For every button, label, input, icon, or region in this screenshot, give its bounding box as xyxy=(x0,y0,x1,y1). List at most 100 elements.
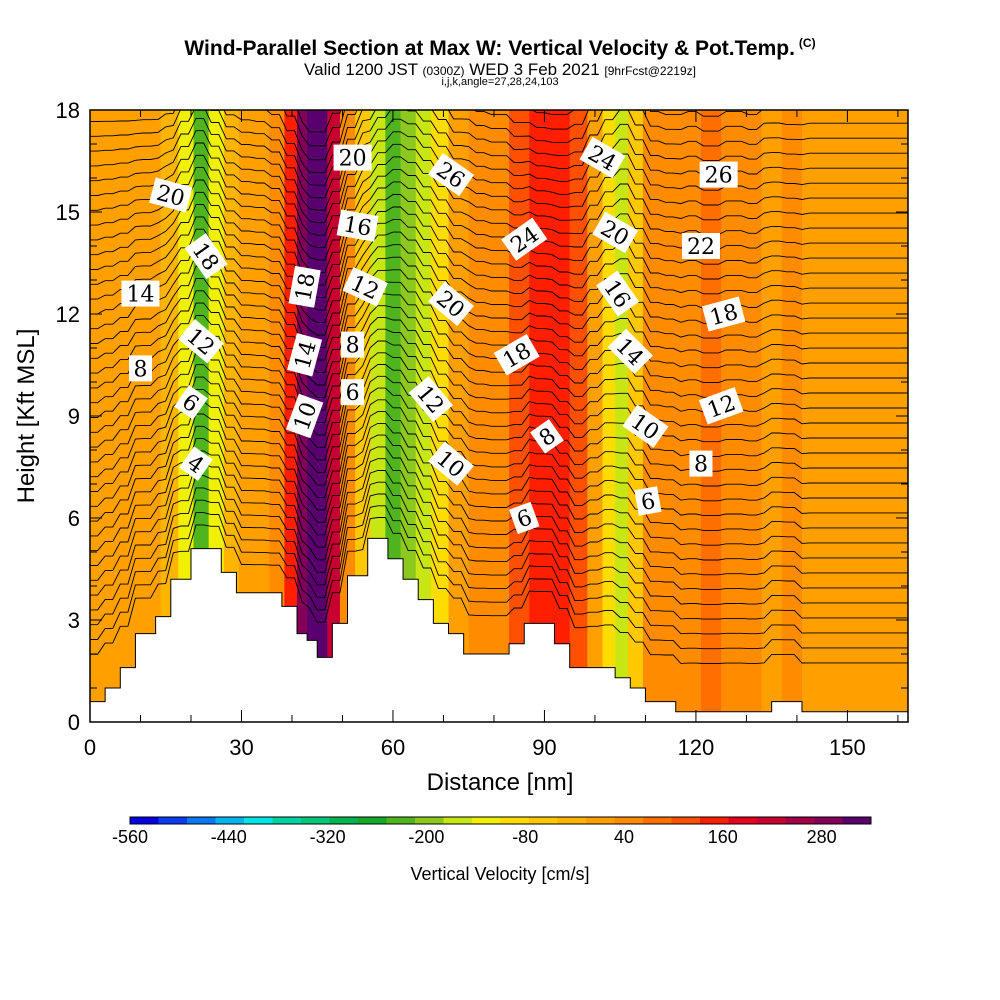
velocity-cell xyxy=(615,110,629,722)
colorbar-swatch xyxy=(500,817,530,824)
contour-label-text: 6 xyxy=(346,381,360,406)
colorbar-swatch xyxy=(614,817,644,824)
velocity-cell xyxy=(327,110,341,722)
contour-label-text: 6 xyxy=(639,489,657,516)
isentrope xyxy=(90,387,908,502)
contour-label-box xyxy=(701,296,746,332)
velocity-cell xyxy=(761,110,783,722)
isentrope xyxy=(90,517,908,664)
contour-label-box xyxy=(333,144,372,171)
valid-utc: (0300Z) xyxy=(422,64,465,78)
colorbar-swatch xyxy=(272,817,302,824)
isentrope xyxy=(90,315,908,413)
y-tick-label: 3 xyxy=(68,608,80,633)
colorbar-swatch xyxy=(215,817,245,824)
isentrope xyxy=(90,154,908,249)
contour-label-box xyxy=(428,441,474,486)
isentrope xyxy=(90,327,908,428)
colorbar-tick-label: -200 xyxy=(408,827,444,847)
velocity-cell xyxy=(721,110,742,722)
contour-label: 20 xyxy=(149,177,193,213)
contour-label-box xyxy=(149,177,193,213)
isentrope xyxy=(90,411,908,531)
contour-label-text: 18 xyxy=(291,271,320,303)
isentrope xyxy=(90,142,908,236)
isentrope xyxy=(90,117,908,211)
contour-label-box xyxy=(579,136,626,179)
isentrope xyxy=(90,167,908,261)
velocity-cell xyxy=(269,110,286,722)
isentrope xyxy=(90,253,908,348)
colorbar-swatch xyxy=(757,817,786,824)
colorbar-swatch xyxy=(358,817,387,824)
contour-label: 26 xyxy=(699,161,738,189)
colorbar-swatch xyxy=(443,817,473,824)
isentrope xyxy=(90,375,908,487)
contour-label: 18 xyxy=(701,296,746,332)
contour-label: 6 xyxy=(508,501,540,535)
isentrope xyxy=(90,265,908,361)
colorbar-tick-label: -320 xyxy=(310,827,346,847)
chart-title-text: Wind-Parallel Section at Max W: Vertical… xyxy=(184,37,795,60)
velocity-cell xyxy=(488,110,510,722)
isentrope xyxy=(90,458,908,591)
colorbar-swatch xyxy=(700,817,729,824)
isentrope xyxy=(90,191,908,286)
colorbar-swatch xyxy=(158,817,188,824)
contour-label-box xyxy=(341,331,365,358)
x-axis-title: Distance [nm] xyxy=(427,769,574,796)
velocity-cell xyxy=(120,110,142,722)
velocity-cell xyxy=(875,110,899,722)
isentrope xyxy=(90,470,908,605)
x-tick-label: 90 xyxy=(532,735,556,760)
contour-label-box xyxy=(178,319,224,364)
contour-label-box xyxy=(121,280,160,307)
contour-label: 14 xyxy=(121,280,160,308)
contour-label-box xyxy=(428,281,474,326)
velocity-cell xyxy=(801,110,826,722)
y-tick-label: 18 xyxy=(56,98,80,123)
isentrope xyxy=(90,446,908,576)
contour-label: 18 xyxy=(288,265,321,308)
isentrope xyxy=(90,302,908,398)
contour-label-box xyxy=(128,355,152,382)
isentrope xyxy=(90,204,908,299)
potential-temperature-contours xyxy=(90,110,908,664)
isentrope xyxy=(90,228,908,324)
colorbar-swatch xyxy=(329,817,359,824)
isentrope xyxy=(90,505,908,650)
y-tick-label: 6 xyxy=(68,506,80,531)
chart-subtitle: Valid 1200 JST (0300Z) WED 3 Feb 2021 [9… xyxy=(0,60,1000,80)
contour-label-box xyxy=(501,217,548,261)
contour-label-box xyxy=(408,376,454,422)
colorbar-swatch xyxy=(472,817,501,824)
contour-label-box xyxy=(622,404,669,448)
valid-date: WED 3 Feb 2021 xyxy=(469,60,600,79)
contour-label: 16 xyxy=(336,209,379,242)
y-tick-label: 12 xyxy=(56,302,80,327)
colorbar-tick-label: -440 xyxy=(211,827,247,847)
x-tick-label: 0 xyxy=(84,735,96,760)
velocity-cell xyxy=(569,110,588,722)
contour-label-text: 16 xyxy=(341,212,373,241)
contour-label-box xyxy=(174,385,208,420)
velocity-cell xyxy=(660,110,682,722)
velocity-cell xyxy=(824,110,851,722)
isentrope xyxy=(90,241,908,336)
velocity-cell xyxy=(317,110,328,722)
colorbar-swatch xyxy=(728,817,758,824)
isentrope xyxy=(90,493,908,635)
contour-label-text: 8 xyxy=(133,357,147,382)
x-tick-label: 30 xyxy=(229,735,253,760)
contour-label-box xyxy=(493,334,540,376)
isentrope xyxy=(90,278,908,373)
velocity-cell xyxy=(680,110,702,722)
x-tick-label: 120 xyxy=(678,735,715,760)
isentrope xyxy=(90,399,908,517)
colorbar-swatch xyxy=(244,817,273,824)
contour-label-box xyxy=(699,161,738,188)
velocity-cell xyxy=(178,110,195,722)
velocity-cell xyxy=(849,110,876,722)
contour-label-box xyxy=(681,233,720,259)
contour-label-text: 22 xyxy=(687,235,715,260)
